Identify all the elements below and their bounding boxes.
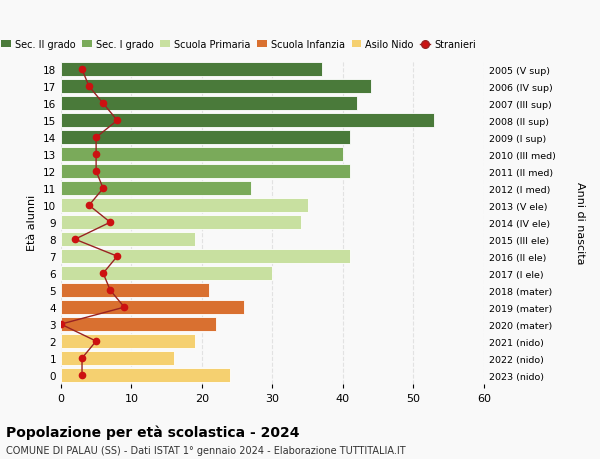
Y-axis label: Anni di nascita: Anni di nascita — [575, 182, 585, 264]
Text: COMUNE DI PALAU (SS) - Dati ISTAT 1° gennaio 2024 - Elaborazione TUTTITALIA.IT: COMUNE DI PALAU (SS) - Dati ISTAT 1° gen… — [6, 445, 406, 455]
Text: Popolazione per età scolastica - 2024: Popolazione per età scolastica - 2024 — [6, 425, 299, 439]
Bar — [61, 352, 173, 365]
Bar — [61, 80, 371, 94]
Bar — [61, 131, 350, 145]
Bar — [61, 216, 301, 230]
Bar — [61, 250, 350, 263]
Bar — [61, 335, 195, 348]
Legend: Sec. II grado, Sec. I grado, Scuola Primaria, Scuola Infanzia, Asilo Nido, Stran: Sec. II grado, Sec. I grado, Scuola Prim… — [0, 36, 479, 54]
Y-axis label: Età alunni: Età alunni — [27, 195, 37, 251]
Bar — [61, 199, 308, 213]
Bar — [61, 368, 230, 382]
Bar — [61, 267, 272, 280]
Bar — [61, 301, 244, 314]
Bar — [61, 233, 195, 246]
Bar — [61, 148, 343, 162]
Bar — [61, 114, 434, 128]
Bar — [61, 284, 209, 297]
Bar — [61, 318, 216, 331]
Bar — [61, 165, 350, 179]
Bar — [61, 182, 251, 196]
Bar — [61, 97, 357, 111]
Bar — [61, 63, 322, 77]
